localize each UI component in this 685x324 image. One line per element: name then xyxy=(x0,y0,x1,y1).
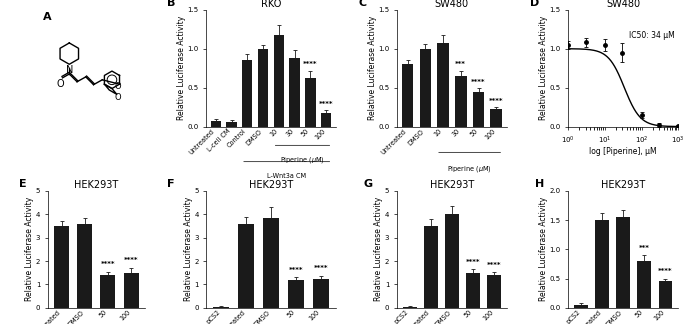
Text: ****: **** xyxy=(319,101,334,107)
Bar xyxy=(616,217,630,308)
Text: ****: **** xyxy=(489,98,503,104)
Bar xyxy=(658,282,673,308)
Bar xyxy=(227,122,236,127)
Title: HEK293T: HEK293T xyxy=(74,180,119,190)
Bar xyxy=(210,121,221,127)
Text: ****: **** xyxy=(314,265,328,271)
Title: HEK293T: HEK293T xyxy=(249,180,293,190)
Bar xyxy=(238,224,254,308)
Bar xyxy=(77,224,92,308)
Bar xyxy=(213,307,229,308)
Text: ****: **** xyxy=(288,267,303,273)
Bar xyxy=(419,49,431,127)
Y-axis label: Relative Luciferase Activity: Relative Luciferase Activity xyxy=(368,16,377,120)
Bar xyxy=(274,35,284,127)
Bar xyxy=(424,226,438,308)
Title: RKO: RKO xyxy=(261,0,281,9)
Text: ****: **** xyxy=(658,268,673,274)
Title: HEK293T: HEK293T xyxy=(601,180,645,190)
Text: ***: *** xyxy=(456,61,466,67)
Text: ****: **** xyxy=(101,261,115,267)
Bar xyxy=(290,58,300,127)
Text: G: G xyxy=(364,179,373,189)
Y-axis label: Relative Luciferase Activity: Relative Luciferase Activity xyxy=(539,197,548,301)
Text: ****: **** xyxy=(124,257,138,263)
Y-axis label: Relative Luciferase Activity: Relative Luciferase Activity xyxy=(375,197,384,301)
Y-axis label: Relative Luciferase Activity: Relative Luciferase Activity xyxy=(539,16,548,120)
Bar xyxy=(437,43,449,127)
Text: C: C xyxy=(358,0,366,8)
Bar xyxy=(258,49,269,127)
Text: ****: **** xyxy=(471,79,486,85)
Bar xyxy=(242,60,252,127)
Bar xyxy=(595,220,609,308)
Bar xyxy=(402,64,413,127)
Bar xyxy=(574,305,588,308)
Text: IC50: 34 μM: IC50: 34 μM xyxy=(629,31,675,40)
Text: B: B xyxy=(168,0,176,8)
Text: ***: *** xyxy=(639,245,650,250)
Bar xyxy=(263,218,279,308)
Text: F: F xyxy=(168,179,175,189)
Text: O
O: O O xyxy=(114,83,121,102)
Bar xyxy=(638,261,651,308)
Title: HEK293T: HEK293T xyxy=(429,180,474,190)
Text: O: O xyxy=(57,79,64,89)
Bar xyxy=(54,226,69,308)
Y-axis label: Relative Luciferase Activity: Relative Luciferase Activity xyxy=(177,16,186,120)
Bar xyxy=(487,275,501,308)
Bar xyxy=(123,273,138,308)
Text: Piperine ($\mu$M): Piperine ($\mu$M) xyxy=(447,164,492,174)
Bar xyxy=(306,78,316,127)
Text: ****: **** xyxy=(466,259,480,265)
Bar xyxy=(473,92,484,127)
Bar xyxy=(466,273,480,308)
Bar xyxy=(288,280,304,308)
Y-axis label: Relative Luciferase Activity: Relative Luciferase Activity xyxy=(184,197,192,301)
Text: D: D xyxy=(530,0,539,8)
Text: E: E xyxy=(19,179,27,189)
Text: L-Wnt3a CM: L-Wnt3a CM xyxy=(267,173,306,179)
Text: ****: **** xyxy=(487,261,501,268)
Title: SW480: SW480 xyxy=(435,0,469,9)
Text: N: N xyxy=(66,65,73,75)
Bar xyxy=(455,76,466,127)
Bar xyxy=(490,110,502,127)
Text: Piperine ($\mu$M): Piperine ($\mu$M) xyxy=(280,155,325,165)
Text: H: H xyxy=(535,179,545,189)
Bar xyxy=(445,214,459,308)
X-axis label: log [Piperine], μM: log [Piperine], μM xyxy=(589,147,657,156)
Bar xyxy=(312,279,329,308)
Text: ****: **** xyxy=(303,61,318,67)
Y-axis label: Relative Luciferase Activity: Relative Luciferase Activity xyxy=(25,197,34,301)
Bar xyxy=(403,307,416,308)
Bar xyxy=(101,275,116,308)
Bar xyxy=(321,113,332,127)
Text: A: A xyxy=(43,12,52,22)
Title: SW480: SW480 xyxy=(606,0,640,9)
